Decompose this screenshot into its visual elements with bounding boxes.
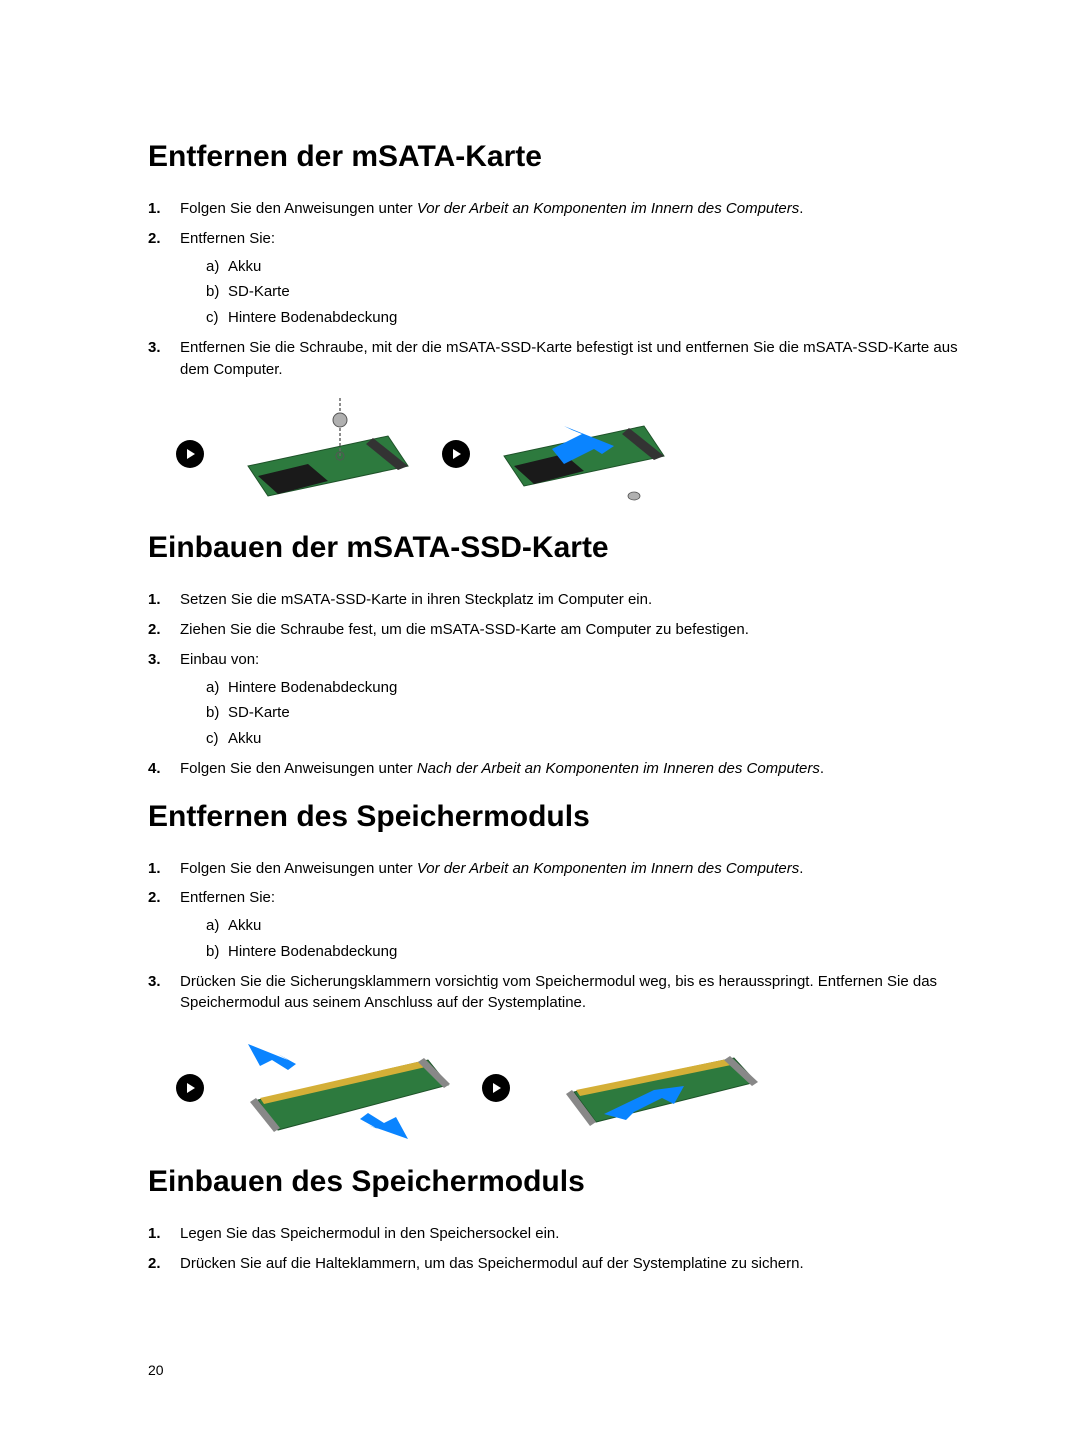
list-item: 1. Legen Sie das Speichermodul in den Sp…: [148, 1223, 960, 1245]
list-number: 2.: [148, 1253, 161, 1275]
sub-list-letter: b): [206, 281, 219, 303]
sub-list-item: c) Akku: [206, 728, 960, 750]
list-number: 2.: [148, 228, 161, 250]
sub-list: a) Hintere Bodenabdeckung b) SD-Karte c) Ak…: [180, 677, 960, 750]
list-text: Entfernen Sie:: [180, 230, 275, 247]
list-text: Entfernen Sie:: [180, 889, 275, 906]
list-item: 3. Entfernen Sie die Schraube, mit der d…: [148, 337, 960, 381]
list-number: 3.: [148, 971, 161, 993]
sub-list-item: a) Akku: [206, 915, 960, 937]
list-item: 1. Setzen Sie die mSATA-SSD-Karte in ihr…: [148, 589, 960, 611]
section-title: Einbauen des Speichermoduls: [148, 1165, 960, 1199]
list-number: 1.: [148, 858, 161, 880]
list-text: .: [820, 760, 824, 777]
list-item: 3. Einbau von: a) Hintere Bodenabdeckung …: [148, 649, 960, 750]
sub-list-text: Hintere Bodenabdeckung: [228, 943, 397, 960]
list-text-italic: Vor der Arbeit an Komponenten im Innern …: [417, 860, 799, 877]
sub-list-text: SD-Karte: [228, 704, 290, 721]
sub-list-item: b) SD-Karte: [206, 281, 960, 303]
figure-memory-remove-module: [534, 1030, 764, 1145]
list-number: 3.: [148, 337, 161, 359]
ordered-list: 1. Legen Sie das Speichermodul in den Sp…: [148, 1223, 960, 1275]
list-item: 2. Entfernen Sie: a) Akku b) SD-Karte c) Hi…: [148, 228, 960, 329]
figure-memory: [176, 1030, 960, 1145]
sub-list-item: a) Hintere Bodenabdeckung: [206, 677, 960, 699]
list-text: .: [799, 200, 803, 217]
sub-list-text: Hintere Bodenabdeckung: [228, 309, 397, 326]
step-badge-1-icon: [176, 1074, 204, 1102]
list-item: 2. Ziehen Sie die Schraube fest, um die …: [148, 619, 960, 641]
section-title: Einbauen der mSATA-SSD-Karte: [148, 531, 960, 565]
list-number: 2.: [148, 619, 161, 641]
sub-list-letter: a): [206, 915, 219, 937]
sub-list-text: Akku: [228, 258, 261, 275]
step-badge-2-icon: [442, 440, 470, 468]
step-badge-2-icon: [482, 1074, 510, 1102]
list-text: Folgen Sie den Anweisungen unter: [180, 860, 417, 877]
sub-list-text: Akku: [228, 730, 261, 747]
list-text: Drücken Sie die Sicherungsklammern vorsi…: [180, 973, 937, 1012]
sub-list-item: b) SD-Karte: [206, 702, 960, 724]
sub-list-text: Hintere Bodenabdeckung: [228, 679, 397, 696]
figure-msata: [176, 396, 960, 511]
figure-memory-release-clips: [228, 1030, 458, 1145]
sub-list-letter: a): [206, 256, 219, 278]
list-item: 4. Folgen Sie den Anweisungen unter Nach…: [148, 758, 960, 780]
sub-list-item: c) Hintere Bodenabdeckung: [206, 307, 960, 329]
list-text: .: [799, 860, 803, 877]
figure-msata-remove-card: [494, 396, 684, 511]
sub-list-letter: b): [206, 702, 219, 724]
list-text-italic: Nach der Arbeit an Komponenten im Innere…: [417, 760, 820, 777]
sub-list: a) Akku b) Hintere Bodenabdeckung: [180, 915, 960, 963]
list-item: 1. Folgen Sie den Anweisungen unter Vor …: [148, 198, 960, 220]
ordered-list: 1. Folgen Sie den Anweisungen unter Vor …: [148, 198, 960, 380]
list-text: Entfernen Sie die Schraube, mit der die …: [180, 339, 958, 378]
list-text: Legen Sie das Speichermodul in den Speic…: [180, 1225, 559, 1242]
list-item: 2. Drücken Sie auf die Halteklammern, um…: [148, 1253, 960, 1275]
sub-list-item: a) Akku: [206, 256, 960, 278]
sub-list-letter: c): [206, 728, 219, 750]
list-text: Setzen Sie die mSATA-SSD-Karte in ihren …: [180, 591, 652, 608]
sub-list-text: Akku: [228, 917, 261, 934]
list-number: 1.: [148, 198, 161, 220]
sub-list-letter: c): [206, 307, 219, 329]
list-text: Einbau von:: [180, 651, 259, 668]
ordered-list: 1. Folgen Sie den Anweisungen unter Vor …: [148, 858, 960, 1015]
sub-list: a) Akku b) SD-Karte c) Hintere Bodenabdecku…: [180, 256, 960, 329]
section-title: Entfernen des Speichermoduls: [148, 800, 960, 834]
page-number: 20: [148, 1362, 164, 1378]
sub-list-letter: a): [206, 677, 219, 699]
list-item: 2. Entfernen Sie: a) Akku b) Hintere Boden…: [148, 887, 960, 962]
sub-list-letter: b): [206, 941, 219, 963]
list-number: 4.: [148, 758, 161, 780]
list-number: 1.: [148, 1223, 161, 1245]
list-number: 2.: [148, 887, 161, 909]
list-text: Drücken Sie auf die Halteklammern, um da…: [180, 1255, 804, 1272]
list-number: 1.: [148, 589, 161, 611]
sub-list-text: SD-Karte: [228, 283, 290, 300]
sub-list-item: b) Hintere Bodenabdeckung: [206, 941, 960, 963]
list-text: Folgen Sie den Anweisungen unter: [180, 200, 417, 217]
figure-msata-remove-screw: [228, 396, 418, 511]
list-item: 1. Folgen Sie den Anweisungen unter Vor …: [148, 858, 960, 880]
list-item: 3. Drücken Sie die Sicherungsklammern vo…: [148, 971, 960, 1015]
list-text: Folgen Sie den Anweisungen unter: [180, 760, 417, 777]
list-text: Ziehen Sie die Schraube fest, um die mSA…: [180, 621, 749, 638]
section-title: Entfernen der mSATA-Karte: [148, 140, 960, 174]
list-number: 3.: [148, 649, 161, 671]
list-text-italic: Vor der Arbeit an Komponenten im Innern …: [417, 200, 799, 217]
step-badge-1-icon: [176, 440, 204, 468]
document-page: Entfernen der mSATA-Karte 1. Folgen Sie …: [0, 0, 1080, 1434]
ordered-list: 1. Setzen Sie die mSATA-SSD-Karte in ihr…: [148, 589, 960, 779]
